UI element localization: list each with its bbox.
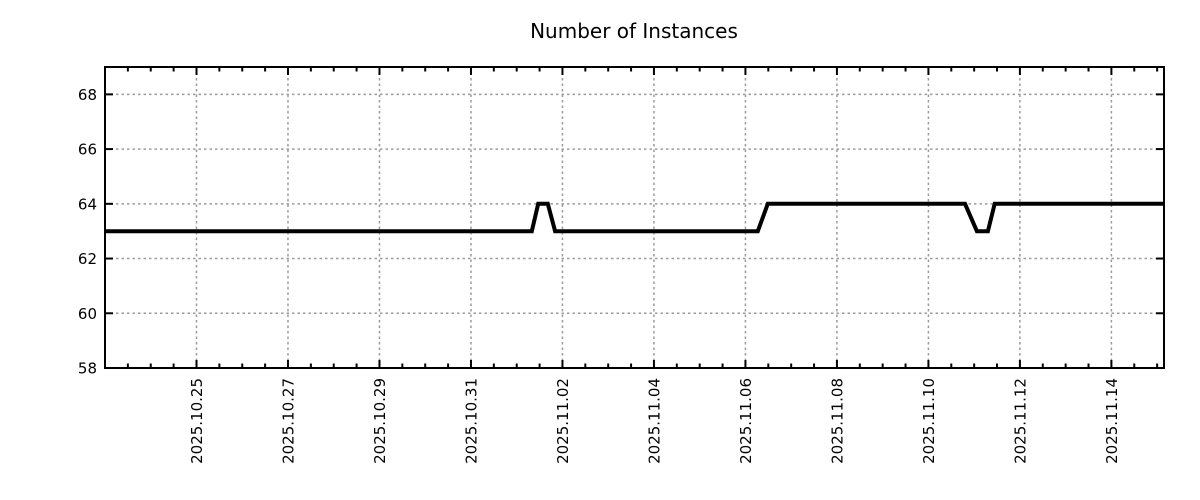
x-tick-label: 2025.10.25 [188,378,206,464]
chart-title: Number of Instances [530,19,738,43]
y-tick-label: 62 [78,250,97,268]
label-layer: 58 60 62 64 66 68 2025.10.25 2025.10.27 2025.10.… [78,86,1121,464]
x-tick-label: 2025.11.12 [1011,378,1029,464]
x-tick-label: 2025.11.06 [737,378,755,464]
y-tick-label: 64 [78,195,97,213]
x-tick-label: 2025.11.10 [920,378,938,464]
y-tick-label: 58 [78,360,97,378]
y-tick-label: 68 [78,86,97,104]
x-tick-label: 2025.11.04 [645,378,663,464]
series-layer [105,201,1164,234]
series-line-number-of-instances [105,201,1164,234]
plot-border [104,66,1165,369]
y-tick-label: 60 [78,305,97,323]
x-tick-label: 2025.10.31 [462,378,480,464]
x-tick-label: 2025.11.08 [828,378,846,464]
x-tick-label: 2025.10.27 [279,378,297,464]
x-tick-label: 2025.11.02 [554,378,572,464]
x-tick-label: 2025.10.29 [371,378,389,464]
y-tick-label: 66 [78,141,97,159]
x-tick-label: 2025.11.14 [1103,378,1121,464]
tick-layer [104,66,1165,369]
grid-layer [105,67,1164,368]
